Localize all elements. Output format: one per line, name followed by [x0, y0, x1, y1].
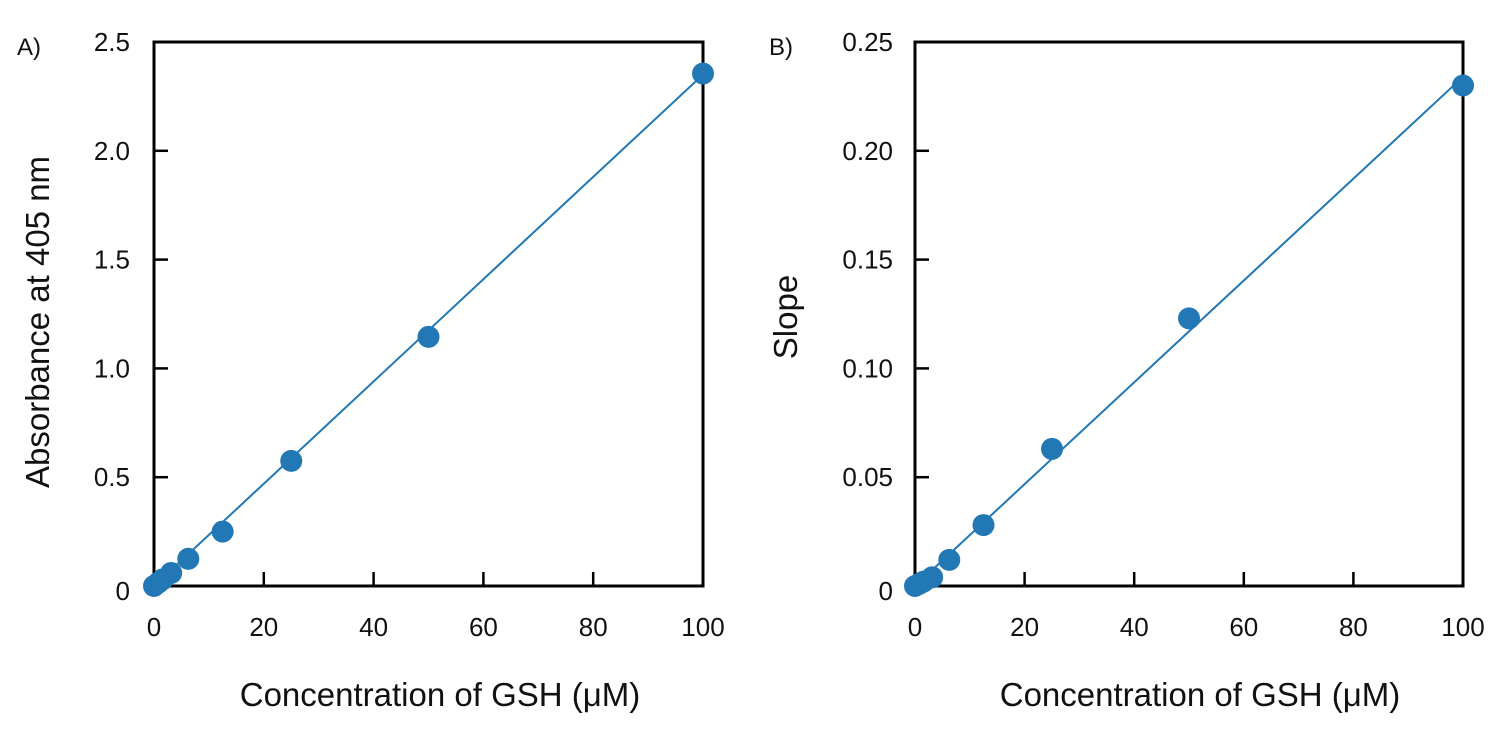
plot-frame-a: [152, 40, 705, 588]
x-tick-label-b: 100: [1441, 612, 1484, 642]
x-tick-label-a: 0: [147, 612, 161, 642]
data-point-b: [1178, 307, 1200, 330]
data-point-a: [211, 520, 234, 543]
x-tick-label-b: 0: [908, 612, 922, 642]
data-point-b: [1041, 437, 1063, 460]
data-point-a: [417, 325, 440, 348]
y-tick-label-b: 0.15: [842, 245, 893, 275]
plot-frame-b: [913, 40, 1465, 588]
y-tick-label-a: 0: [116, 576, 130, 606]
y-tick-label-b: 0.25: [842, 27, 893, 57]
fit-line-b: [914, 76, 1464, 587]
y-axis-title-a: Absorbance at 405 nm: [19, 156, 56, 488]
data-point-b: [972, 514, 995, 537]
y-tick-label-a: 0.5: [94, 462, 130, 492]
data-point-a: [280, 449, 303, 472]
y-tick-label-b: 0.20: [842, 136, 893, 166]
y-tick-label-b: 0.10: [842, 353, 893, 383]
x-tick-label-b: 40: [1120, 612, 1149, 642]
y-axis-title-b: Slope: [767, 275, 804, 359]
y-tick-label-a: 1.0: [94, 353, 130, 383]
x-tick-label-a: 60: [469, 612, 498, 642]
x-axis-title-b: Concentration of GSH (μM): [1000, 676, 1400, 713]
data-point-a: [177, 547, 200, 570]
x-tick-label-a: 100: [681, 612, 724, 642]
x-tick-label-b: 60: [1229, 612, 1258, 642]
y-tick-label-a: 1.5: [94, 245, 130, 275]
data-point-a: [692, 62, 714, 85]
data-point-b: [921, 566, 944, 589]
panel-label-a: A): [17, 34, 41, 61]
x-tick-label-b: 20: [1010, 612, 1039, 642]
y-tick-label-b: 0: [879, 576, 893, 606]
plot-area-a: 0 20 40 60 80 100 0 0.5 1.0 1.5 2.0 2.5: [94, 27, 725, 642]
plot-area-b: 0 20 40 60 80 100 0 0.05 0.10 0.15 0.20 0.25: [842, 27, 1484, 642]
y-tick-label-a: 2.0: [94, 136, 130, 166]
panel-a: A) Absorbance at 405 nm Concentration of…: [17, 27, 725, 713]
x-axis-title-a: Concentration of GSH (μM): [240, 676, 640, 713]
data-point-b: [1452, 74, 1474, 97]
y-tick-label-a: 2.5: [94, 27, 130, 57]
data-point-b: [938, 548, 961, 571]
x-tick-label-a: 80: [579, 612, 608, 642]
panel-b: B) Slope Concentration of GSH (μM) 0 20 40…: [767, 27, 1485, 713]
x-tick-label-b: 80: [1339, 612, 1368, 642]
data-point-a: [160, 561, 183, 584]
x-tick-label-a: 20: [249, 612, 278, 642]
x-tick-label-a: 40: [359, 612, 388, 642]
y-tick-label-b: 0.05: [842, 462, 893, 492]
panel-label-b: B): [769, 34, 793, 61]
